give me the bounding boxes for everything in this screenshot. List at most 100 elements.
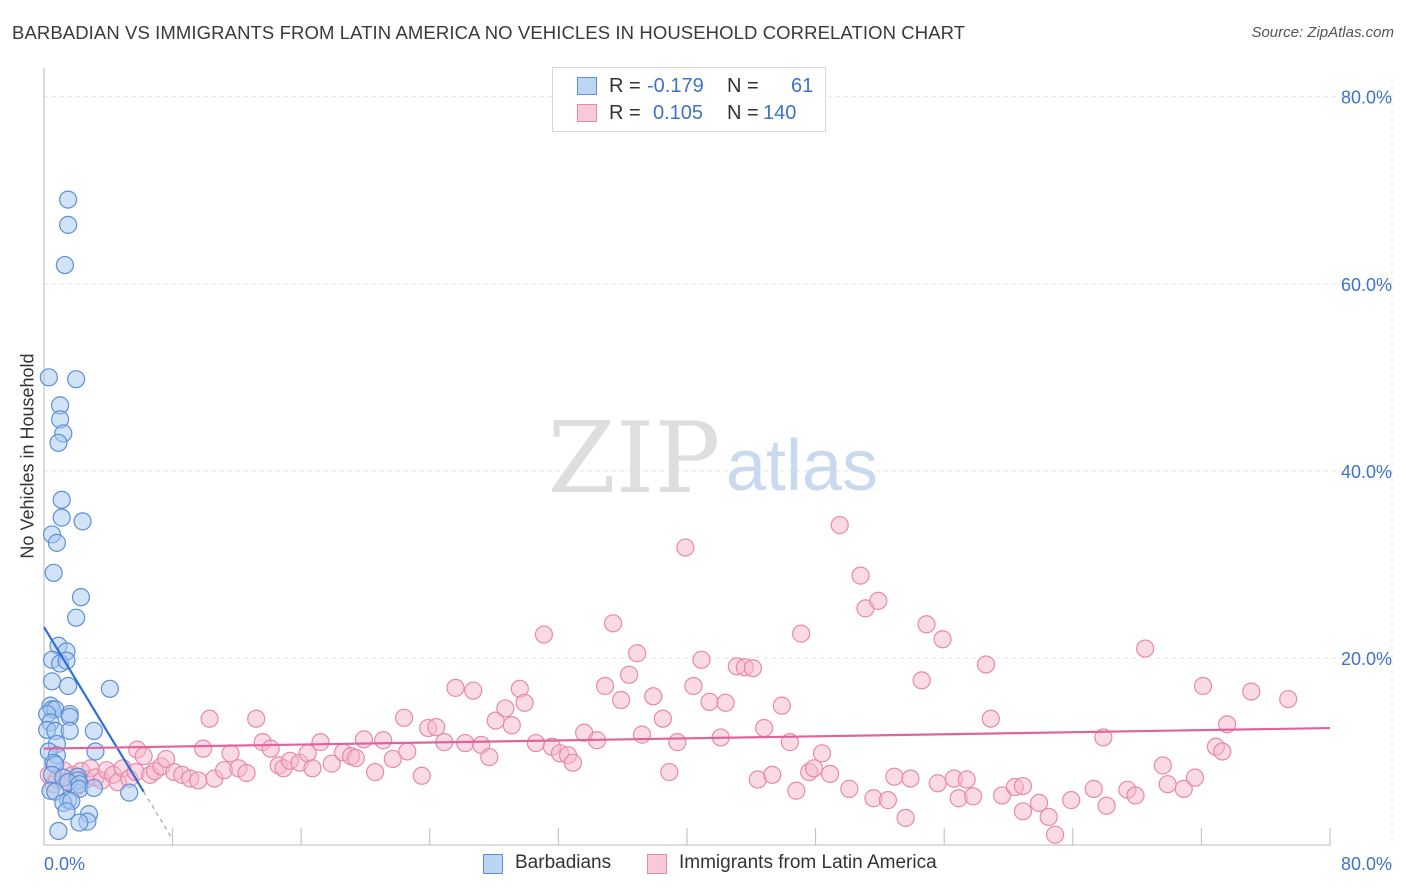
barbadian-point <box>49 433 68 452</box>
latin-america-point <box>1279 689 1298 709</box>
watermark-atlas: atlas <box>726 426 878 506</box>
latin-america-point <box>237 763 256 783</box>
latin-america-point <box>515 693 534 712</box>
barbadian-point <box>59 215 78 234</box>
latin-america-point <box>820 764 840 784</box>
latin-america-point <box>1013 776 1033 796</box>
latin-america-point <box>157 749 176 769</box>
latin-america-point <box>1013 802 1033 821</box>
latin-america-point <box>446 678 465 697</box>
latin-america-point <box>644 687 663 706</box>
blue-swatch <box>483 854 503 874</box>
r-value: 0.105 <box>653 102 704 124</box>
legend-label: Immigrants from Latin America <box>679 852 937 873</box>
legend-label: Barbadians <box>515 852 612 873</box>
series-immigrants-latin-america <box>39 516 1298 844</box>
latin-america-point <box>1094 728 1113 747</box>
r-label: R = <box>609 75 641 97</box>
barbadian-point <box>59 676 78 696</box>
latin-america-point <box>346 748 365 768</box>
series-barbadians <box>38 190 139 841</box>
latin-america-point <box>464 681 483 700</box>
n-value: 61 <box>791 75 814 97</box>
latin-america-point <box>964 787 983 806</box>
n-label: N = <box>727 75 759 97</box>
r-label: R = <box>609 102 641 124</box>
latin-america-point <box>526 733 545 753</box>
blue-swatch <box>577 77 597 95</box>
latin-america-point <box>755 718 774 738</box>
latin-america-point <box>933 630 952 649</box>
latin-america-point <box>787 781 806 800</box>
barbadian-point <box>59 190 78 209</box>
source-credit: Source: ZipAtlas.com <box>1251 24 1394 41</box>
barbadian-point <box>55 255 74 275</box>
latin-america-point <box>653 709 672 728</box>
latin-america-point <box>992 786 1012 805</box>
latin-america-point <box>632 725 652 744</box>
latin-america-point <box>383 749 402 769</box>
latin-america-trend-line <box>43 726 1331 750</box>
barbadians-trend-extension <box>143 791 174 840</box>
latin-america-point <box>1193 676 1213 696</box>
latin-america-point <box>1213 742 1232 761</box>
pink-swatch <box>577 104 597 122</box>
latin-america-point <box>1039 807 1058 827</box>
barbadian-point <box>49 821 68 841</box>
y-tick-label: 20.0% <box>1341 649 1392 669</box>
latin-america-point <box>981 709 1000 728</box>
latin-america-point <box>394 708 414 727</box>
latin-america-point <box>684 676 703 696</box>
latin-america-point <box>851 566 870 585</box>
latin-america-point <box>620 665 639 684</box>
barbadian-point <box>42 672 62 691</box>
latin-america-point <box>374 731 393 750</box>
latin-america-point <box>830 516 849 535</box>
latin-america-point <box>595 676 615 696</box>
latin-america-point <box>660 762 679 782</box>
latin-america-point <box>194 739 213 758</box>
barbadian-point <box>60 721 79 740</box>
latin-america-point <box>957 770 976 789</box>
barbadian-point <box>47 533 66 552</box>
barbadian-point <box>84 721 103 740</box>
latin-america-point <box>322 754 341 773</box>
latin-america-point <box>1097 796 1116 815</box>
latin-america-point <box>792 624 811 643</box>
latin-america-point <box>676 538 695 557</box>
latin-america-point <box>912 671 931 690</box>
latin-america-point <box>611 690 631 710</box>
latin-america-point <box>763 765 782 784</box>
latin-america-point <box>1126 786 1145 805</box>
barbadian-point <box>100 679 120 698</box>
latin-america-point <box>502 716 521 735</box>
latin-america-point <box>200 709 219 728</box>
latin-america-point <box>427 718 446 737</box>
correlation-legend: R = -0.179 N = 61 R = 0.105 N = 140 <box>552 67 826 132</box>
latin-america-point <box>303 759 322 778</box>
latin-america-point <box>700 692 719 711</box>
latin-america-point <box>812 744 832 763</box>
y-tick-label: 40.0% <box>1341 462 1392 482</box>
latin-america-point <box>496 699 515 718</box>
latin-america-point <box>976 655 996 674</box>
latin-america-point <box>311 733 330 752</box>
latin-america-point <box>480 747 499 767</box>
latin-america-point <box>1136 639 1155 658</box>
latin-america-point <box>743 659 763 678</box>
latin-america-point <box>628 644 647 663</box>
axis-tick-labels: 20.0% 40.0% 60.0% 80.0% 0.0% 80.0% <box>44 88 1392 874</box>
latin-america-point <box>189 771 208 790</box>
latin-america-point <box>134 747 153 766</box>
n-label: N = <box>727 102 759 124</box>
watermark-zip: ZIP <box>548 402 721 516</box>
barbadian-point <box>52 508 71 527</box>
latin-america-point <box>563 753 582 772</box>
latin-america-point <box>901 769 920 788</box>
latin-america-point <box>1062 791 1081 810</box>
latin-america-point <box>772 696 791 715</box>
barbadian-point <box>84 778 103 798</box>
latin-america-point <box>692 650 711 669</box>
latin-america-point <box>221 744 240 763</box>
latin-america-point <box>716 693 735 712</box>
